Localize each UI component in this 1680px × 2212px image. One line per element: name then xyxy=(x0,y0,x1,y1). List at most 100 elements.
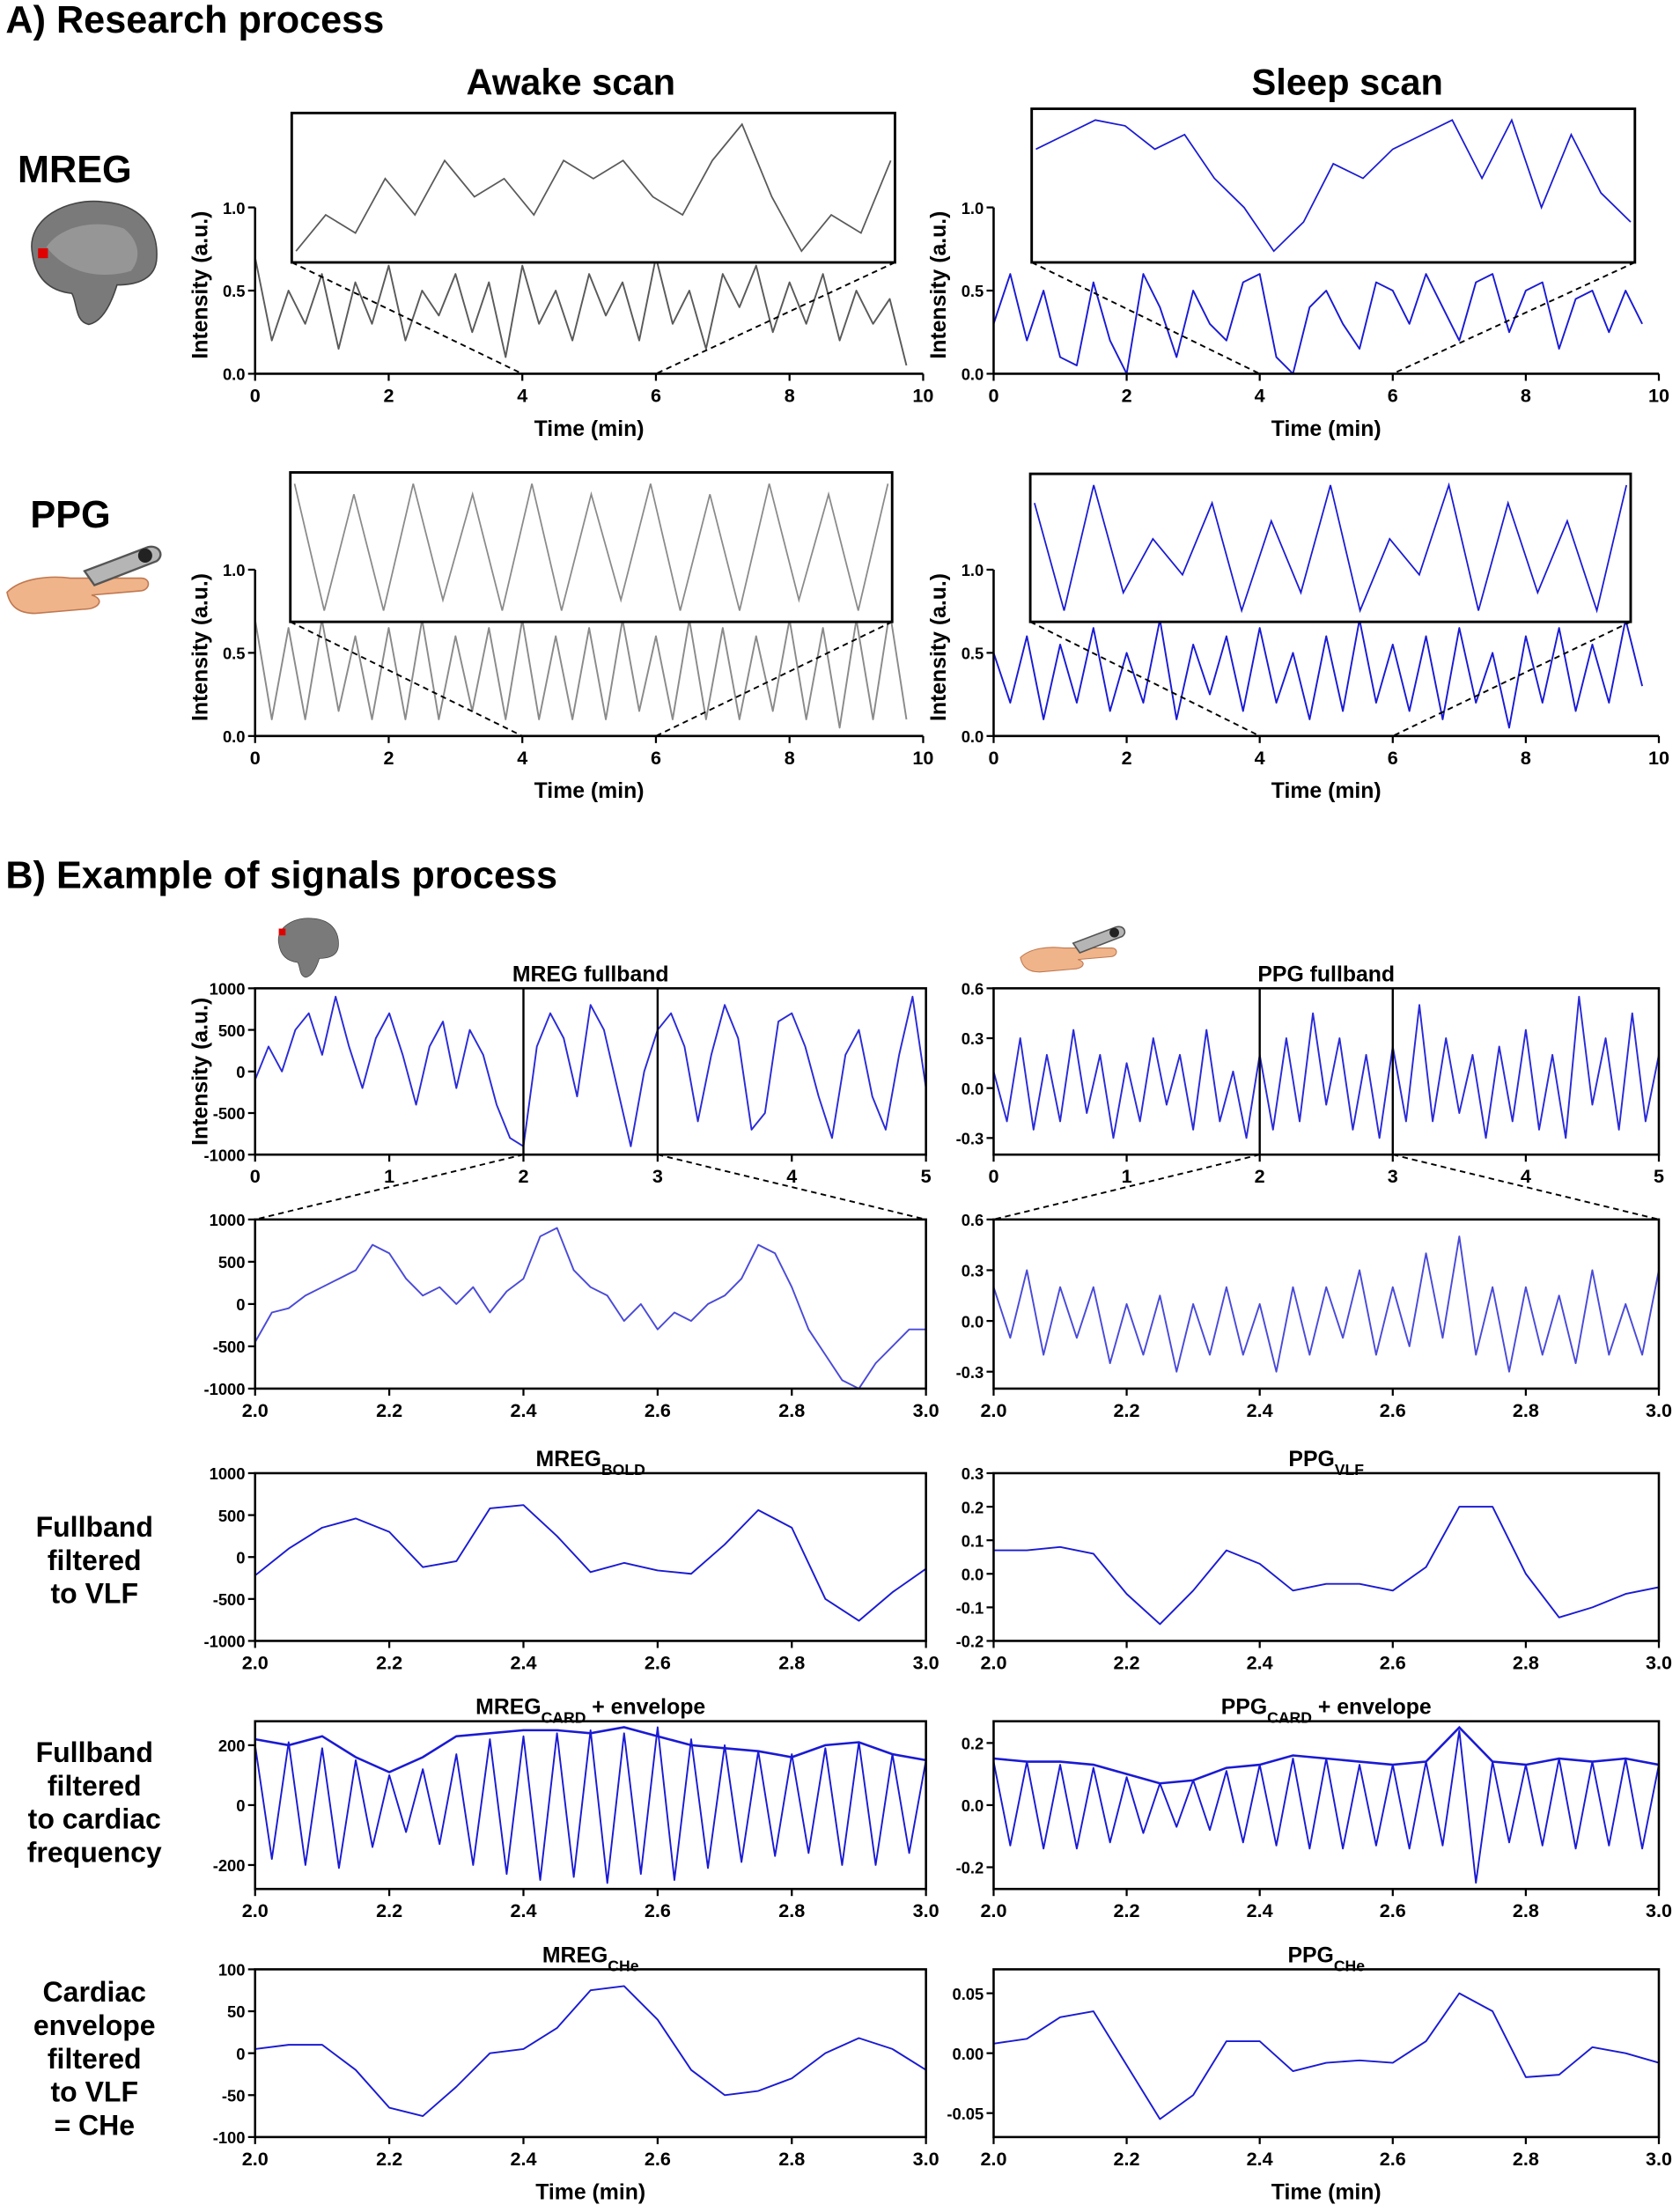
x-tick-label: 2.4 xyxy=(510,1651,536,1673)
x-tick-label: 2.4 xyxy=(1247,1399,1273,1421)
x-tick-label: 3 xyxy=(1388,1165,1398,1187)
x-tick-label: 2.0 xyxy=(980,1651,1006,1673)
y-tick-label: -50 xyxy=(222,2086,246,2105)
x-tick-label: 10 xyxy=(1648,384,1669,406)
x-tick-label: 4 xyxy=(517,747,527,769)
plot-area xyxy=(254,1985,926,2118)
x-tick-label: 2.4 xyxy=(510,1399,536,1421)
signal-line xyxy=(254,995,926,1147)
plot-frame xyxy=(992,1218,1661,1390)
x-tick-label: 4 xyxy=(1255,747,1265,769)
plot-area xyxy=(993,1725,1659,1884)
x-tick-label: 2.8 xyxy=(1513,1399,1539,1421)
y-tick-label: 0.3 xyxy=(962,1029,984,1048)
y-tick-label: 0.3 xyxy=(962,1262,984,1280)
row-label: MREG xyxy=(18,149,132,191)
x-tick-label: 2.8 xyxy=(778,2148,805,2170)
x-tick-label: 3.0 xyxy=(913,1399,939,1421)
y-tick-label: 0.5 xyxy=(962,645,984,663)
x-tick-label: 5 xyxy=(1654,1165,1664,1187)
envelope-line xyxy=(254,1726,926,1773)
x-tick-label: 2.4 xyxy=(1247,2148,1273,2170)
plot-frame xyxy=(992,987,1661,1156)
y-tick-label: 0.0 xyxy=(962,1312,984,1331)
plot-area xyxy=(254,1504,926,1622)
title-subscript: VLF xyxy=(1335,1461,1364,1478)
x-tick-label: 2.0 xyxy=(980,1899,1006,1921)
y-tick-label: 0.2 xyxy=(962,1735,984,1753)
y-tick-label: -100 xyxy=(213,2128,246,2147)
x-tick-label: 2.0 xyxy=(242,2148,269,2170)
y-tick-label: -0.2 xyxy=(956,1859,984,1877)
x-tick-label: 2.2 xyxy=(376,2148,402,2170)
zoom-connector xyxy=(655,262,895,375)
x-tick-label: 2.0 xyxy=(242,1399,269,1421)
x-tick-label: 2 xyxy=(383,384,394,406)
y-tick-label: 0 xyxy=(236,1295,245,1314)
x-tick-label: 2.8 xyxy=(1513,1899,1539,1921)
y-tick-label: 200 xyxy=(218,1736,246,1755)
y-tick-label: 0.3 xyxy=(962,1464,984,1483)
y-tick-label: -0.3 xyxy=(956,1130,984,1148)
side-label: Fullband xyxy=(36,1511,153,1543)
signal-line xyxy=(993,618,1644,729)
y-tick-label: 0.5 xyxy=(962,282,984,300)
plot-area xyxy=(993,1506,1659,1626)
x-tick-label: 3.0 xyxy=(1646,2148,1672,2170)
x-tick-label: 0 xyxy=(988,384,998,406)
panel-title: MREGBOLD xyxy=(536,1448,645,1478)
signal-line xyxy=(254,1504,926,1622)
y-tick-label: 0.0 xyxy=(962,727,984,746)
x-tick-label: 2.4 xyxy=(1247,1899,1273,1921)
y-tick-label: -200 xyxy=(213,1856,246,1875)
inset-signal xyxy=(1034,482,1628,614)
side-label: Cardiac xyxy=(43,1976,146,2008)
y-tick-label: 1.0 xyxy=(962,199,984,218)
panel-title: MREG fullband xyxy=(512,962,669,986)
inset-signal xyxy=(295,122,892,253)
y-tick-label: 0.5 xyxy=(223,645,246,663)
y-tick-label: -500 xyxy=(213,1338,246,1356)
x-tick-label: 2.8 xyxy=(1513,2148,1539,2170)
panel-title: PPGVLF xyxy=(1288,1448,1364,1478)
y-tick-label: 1000 xyxy=(210,1464,246,1483)
y-axis-label: Intensity (a.u.) xyxy=(188,211,212,359)
x-tick-label: 2.2 xyxy=(1114,1651,1140,1673)
y-tick-label: 0.00 xyxy=(952,2045,984,2063)
x-tick-label: 4 xyxy=(1521,1165,1531,1187)
signal-line xyxy=(993,1235,1659,1373)
panel: 2.0 2.2 2.4 2.6 2.8 3.0 100 50 0 -50 -100 Time (min… xyxy=(213,1943,939,2204)
x-tick-label: 10 xyxy=(912,747,933,769)
x-tick-label: 3.0 xyxy=(1646,1651,1672,1673)
y-tick-label: 0.2 xyxy=(962,1498,984,1516)
title-text: MREG xyxy=(536,1448,601,1471)
x-tick-label: 2.6 xyxy=(645,2148,671,2170)
zoom-connector xyxy=(657,1154,926,1220)
x-tick-label: 2.6 xyxy=(1380,2148,1406,2170)
title-subscript: CHe xyxy=(1334,1957,1365,1974)
inset-box xyxy=(1030,107,1637,264)
panel: 2.0 2.2 2.4 2.6 2.8 3.0 0.05 0.00 -0.05 Time (min… xyxy=(947,1943,1672,2204)
side-label: to VLF xyxy=(50,1578,138,1610)
x-tick-label: 1 xyxy=(1122,1165,1132,1187)
plot-area xyxy=(254,1726,926,1884)
brain-icon xyxy=(277,918,339,978)
panel: 0 2 4 6 8 10 0.0 0.5 1.0 Intensity (a.u.) Time (mi… xyxy=(188,111,933,441)
y-tick-label: 1.0 xyxy=(223,199,246,218)
x-tick-label: 10 xyxy=(912,384,933,406)
y-tick-label: -0.2 xyxy=(956,1633,984,1651)
panel: 0 2 4 6 8 10 0.0 0.5 1.0 Intensity (a.u.) Time (mi… xyxy=(927,107,1669,441)
x-tick-label: 2.2 xyxy=(376,1651,402,1673)
y-tick-label: 1000 xyxy=(210,980,246,999)
signal-line xyxy=(993,273,1643,375)
x-tick-label: 6 xyxy=(1388,747,1398,769)
x-axis-label: Time (min) xyxy=(1271,779,1382,803)
x-axis-label: Time (min) xyxy=(535,2180,645,2204)
y-axis-label: Intensity (a.u.) xyxy=(927,211,951,359)
title-suffix: + envelope xyxy=(1312,1696,1432,1720)
brain-icon xyxy=(31,200,158,326)
x-tick-label: 4 xyxy=(786,1165,797,1187)
y-tick-label: 500 xyxy=(218,1021,246,1040)
